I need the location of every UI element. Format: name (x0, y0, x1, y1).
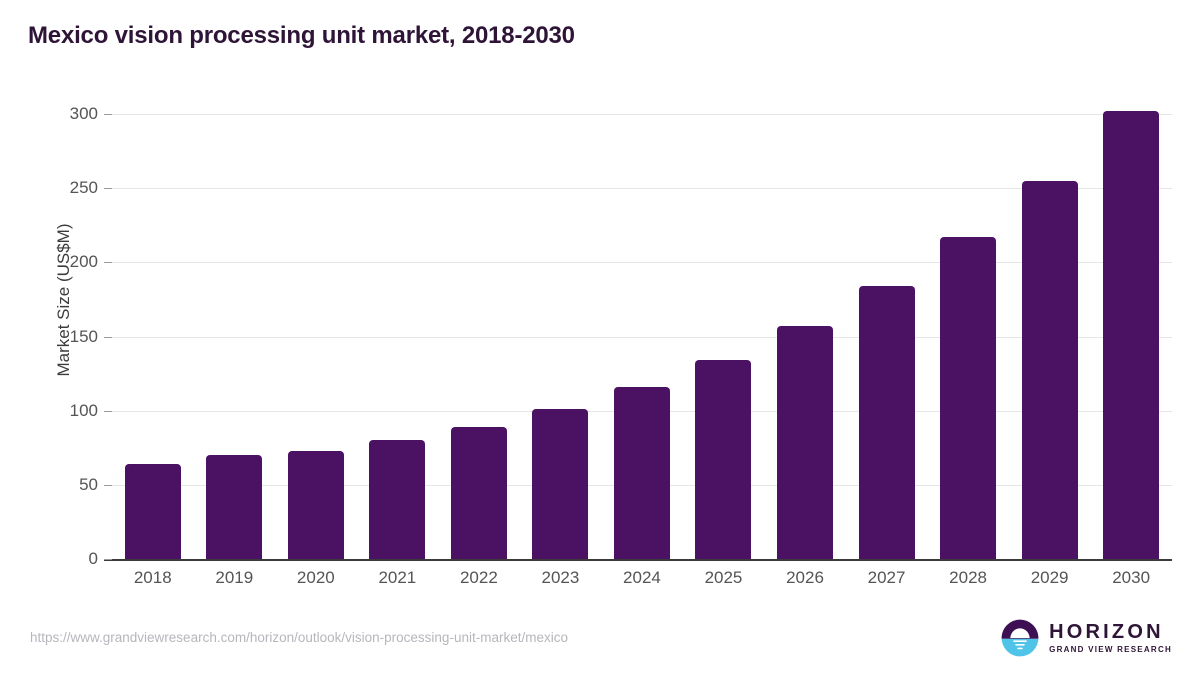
bar-slot (194, 114, 276, 559)
bar[interactable] (287, 450, 344, 559)
x-axis-tick-label: 2030 (1112, 568, 1151, 587)
bars-group (112, 111, 1172, 559)
horizon-logo-text: HORIZON GRAND VIEW RESEARCH (1049, 622, 1172, 654)
y-axis-tick-mark (104, 484, 112, 486)
x-axis-tick-label: 2023 (541, 568, 580, 587)
bar[interactable] (369, 440, 426, 559)
gridline (112, 114, 1172, 115)
x-axis-tick-label: 2027 (867, 568, 906, 587)
horizon-logo-tagline: GRAND VIEW RESEARCH (1049, 645, 1172, 654)
bar-slot (601, 114, 683, 559)
x-axis-tick-label: 2022 (459, 568, 498, 587)
gridline (112, 336, 1172, 338)
y-axis-tick-mark (104, 262, 112, 264)
x-axis-tick-label: 2018 (133, 568, 172, 587)
bar-slot (846, 114, 928, 559)
bar[interactable] (124, 464, 181, 559)
y-axis-tick-label: 150 (69, 326, 98, 346)
bar[interactable] (695, 360, 752, 559)
y-axis-tick-label: 0 (88, 549, 98, 568)
bar-slot (1090, 111, 1172, 559)
bar-slot (683, 114, 765, 559)
x-axis-tick-label: 2021 (378, 568, 417, 587)
bar-slot (275, 114, 357, 559)
source-url[interactable]: https://www.grandviewresearch.com/horizo… (30, 630, 568, 645)
y-axis-title: Market Size (US$M) (54, 223, 73, 377)
y-axis-tick-label: 100 (69, 400, 98, 420)
x-axis-tick-label: 2024 (623, 568, 661, 587)
gridline (112, 188, 1172, 190)
y-axis-tick-mark (104, 336, 112, 338)
x-axis-tick-label: 2029 (1030, 568, 1069, 587)
page-title: Mexico vision processing unit market, 20… (28, 22, 575, 49)
x-axis-baseline (104, 559, 1172, 561)
bar-slot (1009, 114, 1091, 559)
bar[interactable] (206, 455, 263, 559)
bar[interactable] (1021, 180, 1078, 559)
bar-slot (927, 114, 1009, 559)
x-axis-tick-label: 2025 (704, 568, 743, 587)
horizon-logo-wordmark: HORIZON (1049, 621, 1164, 643)
x-axis-tick-label: 2020 (296, 568, 335, 587)
y-axis-tick-mark (104, 188, 112, 190)
y-axis-tick-label: 50 (79, 474, 98, 494)
bar[interactable] (777, 326, 834, 559)
y-axis-tick-mark (104, 410, 112, 412)
bar-slot (764, 114, 846, 559)
bar-slot (438, 114, 520, 559)
bar[interactable] (1103, 111, 1160, 559)
x-axis-tick-label: 2026 (786, 568, 824, 587)
horizon-logo: HORIZON GRAND VIEW RESEARCH (1000, 618, 1172, 658)
bar[interactable] (940, 237, 997, 559)
y-axis-tick-label: 200 (69, 252, 98, 272)
gridline (112, 262, 1172, 264)
bar[interactable] (450, 426, 507, 559)
y-axis-tick-label: 300 (69, 104, 98, 123)
bar-slot (112, 114, 194, 559)
x-axis-tick-label: 2019 (215, 568, 254, 587)
bar-slot (357, 114, 439, 559)
bar[interactable] (858, 286, 915, 559)
x-axis-ticks-group: 2018 2019 2020 2021 2022 2023 2024 2025 2026 2027… (112, 568, 1172, 588)
y-axis-tick-mark (104, 559, 112, 560)
x-axis-tick-label: 2028 (949, 568, 987, 587)
bar[interactable] (532, 409, 589, 559)
y-axis-tick-mark (104, 114, 112, 115)
horizon-logo-icon (1001, 619, 1039, 657)
bar[interactable] (613, 386, 670, 559)
y-axis-tick-label: 250 (69, 178, 98, 198)
bar-slot (520, 114, 602, 559)
